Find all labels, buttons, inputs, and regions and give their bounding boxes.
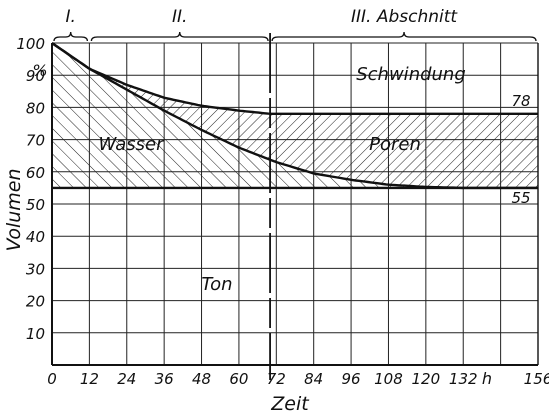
section-label-1: II. xyxy=(172,7,187,27)
region-hatch-wasser-poren xyxy=(52,43,538,188)
section-braces: I. II. III. Abschnitt xyxy=(53,7,537,42)
y-tick-label: 70 xyxy=(26,132,45,150)
x-tick-label: 36 xyxy=(155,370,174,388)
y-tick-label: 20 xyxy=(26,293,45,311)
x-unit-label: h xyxy=(482,369,492,388)
y-tick-label: 50 xyxy=(26,196,45,214)
y-tick-label: 90 xyxy=(26,67,45,85)
x-tick-label: 84 xyxy=(304,370,323,388)
region-label-schwindung: Schwindung xyxy=(356,64,466,85)
y-axis-label: Volumen xyxy=(3,168,25,251)
x-tick-label: 72 xyxy=(267,370,286,388)
region-label-poren: Poren xyxy=(369,134,421,155)
x-tick-label: 60 xyxy=(229,370,248,388)
x-tick-label: 156 xyxy=(524,370,549,388)
y-tick-label: 10 xyxy=(26,325,45,343)
x-axis-label: Zeit xyxy=(270,393,310,415)
x-tick-label: 24 xyxy=(117,370,136,388)
annotation-78: 78 xyxy=(511,92,530,110)
series-line-0 xyxy=(51,42,538,115)
x-tick-label: 12 xyxy=(80,370,99,388)
section-brace-2 xyxy=(271,31,537,42)
x-tick-label: 108 xyxy=(374,370,403,388)
x-tick-label: 120 xyxy=(412,370,441,388)
y-tick-label: 40 xyxy=(26,228,45,246)
grid xyxy=(52,42,538,365)
x-tick-label: 0 xyxy=(47,370,57,388)
x-tick-label: 132 xyxy=(449,370,478,388)
annotation-55: 55 xyxy=(511,189,530,207)
region-hatch-schwindung xyxy=(52,43,538,188)
chart-labels: Zeit Volumen h % Schwindung Wasser Poren… xyxy=(3,61,531,415)
region-label-wasser: Wasser xyxy=(98,134,165,155)
y-unit-label: % xyxy=(32,61,47,80)
section-brace-1 xyxy=(90,31,269,42)
axes: 0 12 24 36 48 60 72 84 96 108 120 132 156 10 20 30 40 50 6… xyxy=(16,33,549,388)
series-lines xyxy=(51,42,538,190)
section-label-2: III. Abschnitt xyxy=(351,7,458,27)
section-label-0: I. xyxy=(65,7,75,27)
hatched-regions xyxy=(52,43,538,188)
y-tick-label: 100 xyxy=(16,35,45,53)
y-tick-label: 60 xyxy=(26,164,45,182)
x-tick-label: 48 xyxy=(192,370,211,388)
y-tick-label: 30 xyxy=(26,260,45,278)
region-label-ton: Ton xyxy=(201,274,232,295)
x-tick-label: 96 xyxy=(342,370,361,388)
section-brace-0 xyxy=(53,31,89,42)
y-tick-label: 80 xyxy=(26,99,45,117)
